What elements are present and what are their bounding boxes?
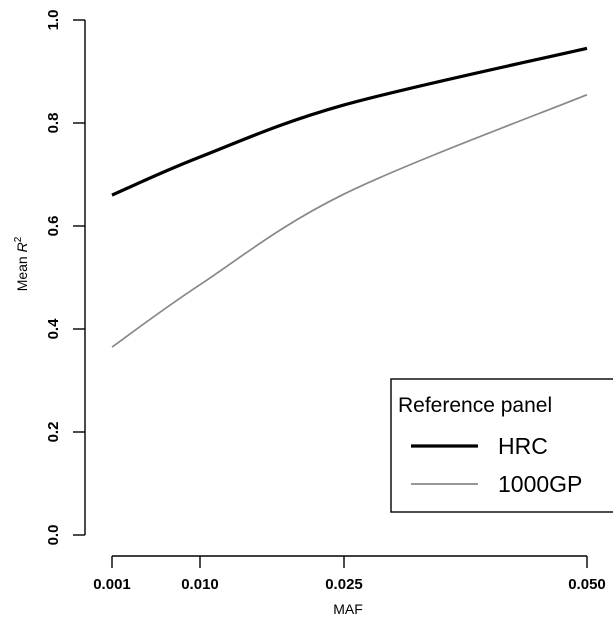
y-tick-label-4: 0.8 [45,113,62,134]
y-tick-label-2: 0.4 [45,318,62,340]
legend: Reference panel HRC 1000GP [390,378,613,513]
y-axis-title: Mean R2 [13,236,30,291]
series-layer [111,46,588,348]
y-axis-title-variable: R [14,242,30,252]
y-axis-title-superscript: 2 [13,236,24,242]
x-tick-label-3: 0.050 [568,576,606,593]
y-axis: 0.0 0.2 0.4 0.6 0.8 1.0 [45,10,86,546]
x-tick-label-2: 0.025 [325,576,363,593]
x-tick-label-1: 0.010 [181,576,219,593]
y-tick-label-5: 1.0 [45,10,62,31]
y-tick-label-3: 0.6 [45,216,62,237]
legend-entries: HRC 1000GP [411,433,582,497]
series-line-1000gp [111,93,588,348]
y-tick-label-0: 0.0 [45,525,62,546]
legend-label-1000gp: 1000GP [498,471,582,497]
x-axis: 0.001 0.010 0.025 0.050 [93,555,606,593]
x-axis-title: MAF [333,601,363,617]
series-line-hrc [111,46,588,197]
y-axis-title-text: Mean [14,252,30,291]
legend-label-hrc: HRC [498,433,548,459]
legend-title: Reference panel [398,394,552,417]
y-tick-label-1: 0.2 [45,422,62,443]
x-tick-label-0: 0.001 [93,576,131,593]
